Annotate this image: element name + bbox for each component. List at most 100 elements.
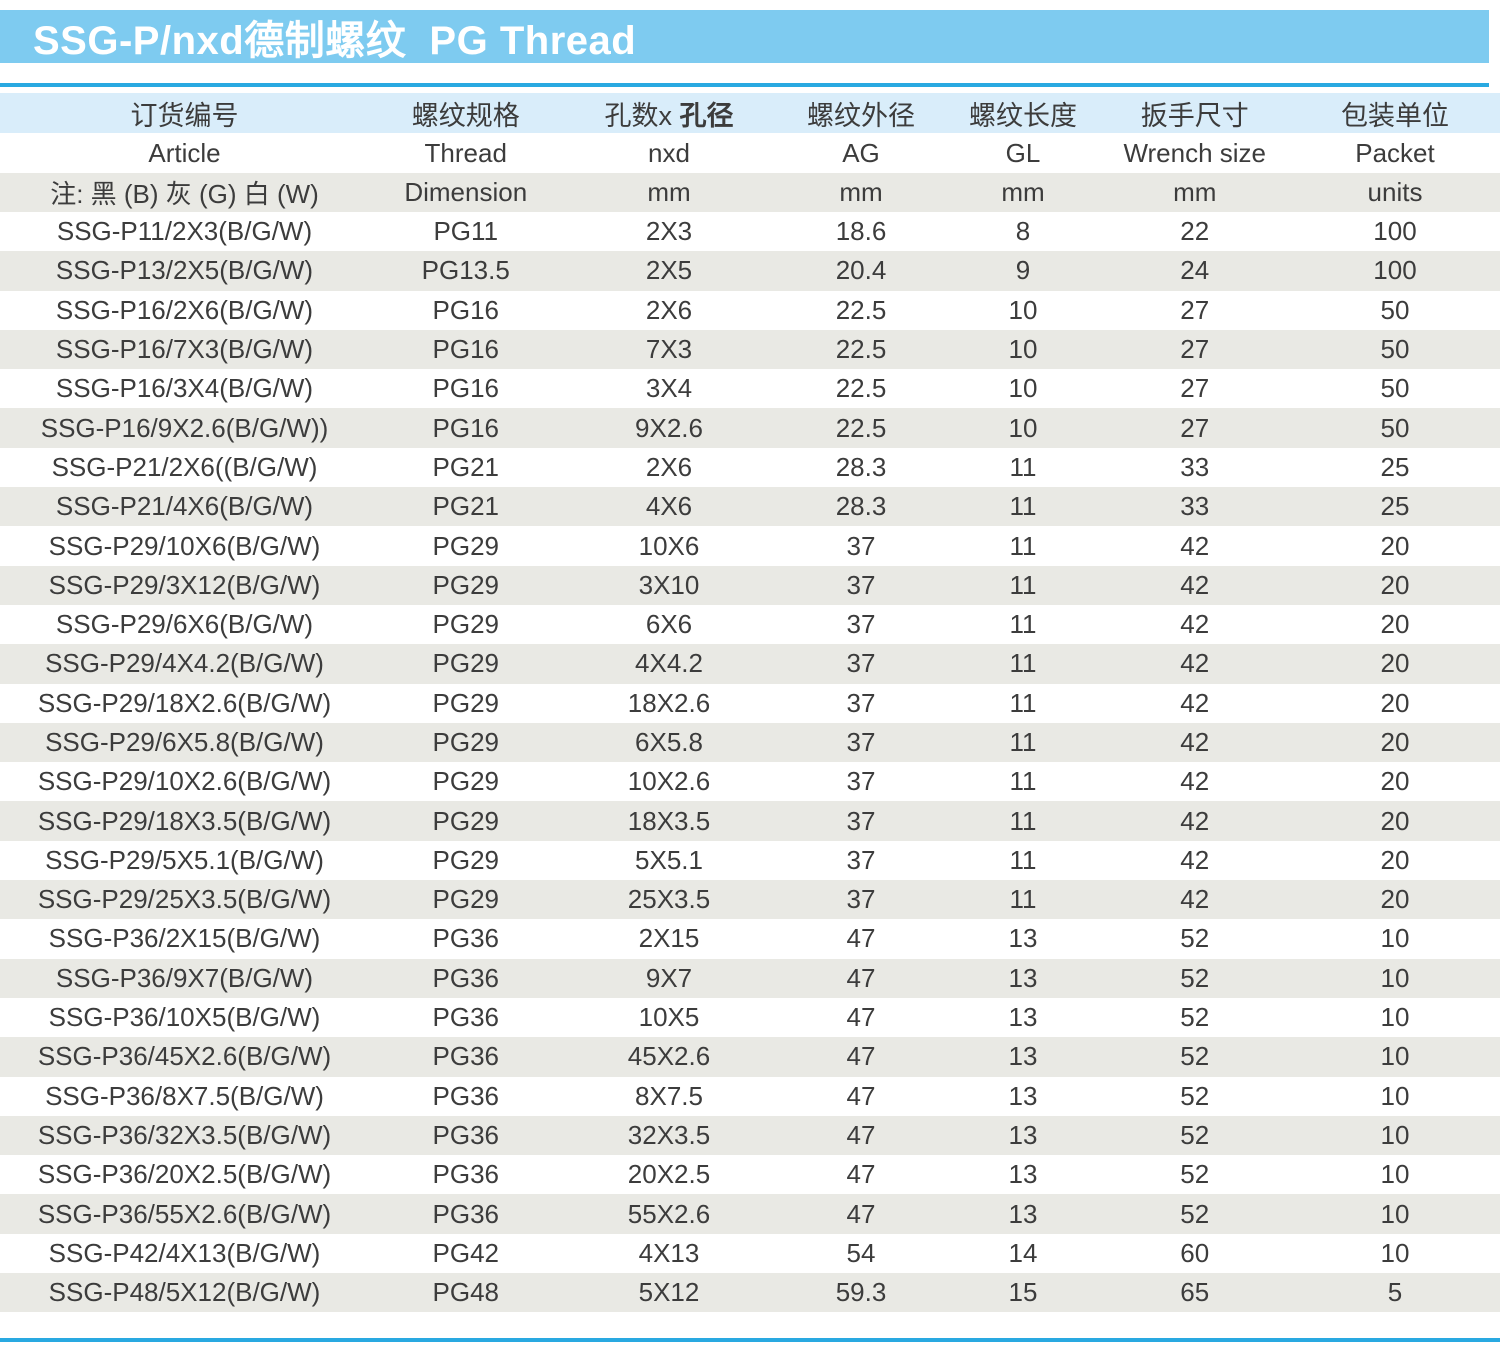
cell-article: SSG-P13/2X5(B/G/W) [55,255,314,286]
cell-thread: PG36 [432,1159,500,1190]
cell-thread: PG29 [432,569,500,600]
cell-article: SSG-P48/5X12(B/G/W) [48,1277,321,1308]
cell-wrench-size: 52 [1180,1159,1210,1190]
cell-ag: 47 [846,962,876,993]
cell-nxd: 2X6 [645,294,693,325]
cell-gl: 13 [1008,1002,1038,1033]
cell-article: SSG-P36/32X3.5(B/G/W) [37,1119,332,1150]
cell-nxd: 2X5 [645,255,693,286]
cell-thread: PG36 [432,1198,500,1229]
cell-ag: 28.3 [835,491,887,522]
cell-wrench-size: 42 [1180,609,1210,640]
header-wrench-size-unit: mm [1173,177,1217,207]
table-row: SSG-P36/45X2.6(B/G/W) PG36 45X2.6 47 13 52 10 [0,1037,1500,1077]
cell-packet: 20 [1380,727,1410,757]
cell-wrench-size: 42 [1180,844,1210,875]
cell-gl: 9 [1015,255,1031,286]
table-row: SSG-P29/6X6(B/G/W) PG29 6X6 37 11 42 20 [0,604,1500,645]
table-row: SSG-P36/8X7.5(B/G/W) PG36 8X7.5 47 13 52 10 [0,1076,1500,1116]
cell-ag: 37 [846,648,876,679]
header-ag-cn: 螺纹外径 [807,100,915,131]
cell-article: SSG-P36/45X2.6(B/G/W) [37,1041,332,1072]
cell-article: SSG-P29/18X3.5(B/G/W) [37,805,332,836]
cell-thread: PG29 [432,884,500,915]
cell-packet: 10 [1380,1119,1410,1150]
table-row: SSG-P29/10X2.6(B/G/W) PG29 10X2.6 37 11 42 20 [0,762,1500,802]
table-row: SSG-P29/18X3.5(B/G/W) PG29 18X3.5 37 11 42 20 [0,801,1500,841]
cell-nxd: 3X10 [638,569,700,600]
cell-wrench-size: 27 [1180,334,1210,365]
cell-wrench-size: 33 [1180,491,1210,522]
cell-ag: 18.6 [835,216,887,247]
cell-ag: 54 [846,1237,876,1268]
cell-ag: 37 [846,844,876,875]
cell-nxd: 5X5.1 [635,844,703,875]
header-nxd-en: nxd [648,137,690,168]
cell-article: SSG-P16/9X2.6(B/G/W)) [40,412,329,443]
cell-wrench-size: 42 [1180,727,1210,757]
cell-nxd: 10X5 [638,1002,700,1033]
cell-article: SSG-P36/2X15(B/G/W) [48,923,321,954]
cell-article: SSG-P16/7X3(B/G/W) [55,334,314,365]
cell-thread: PG21 [432,451,500,482]
table-row: SSG-P36/55X2.6(B/G/W) PG36 55X2.6 47 13 52 10 [0,1194,1500,1234]
cell-nxd: 2X3 [645,216,693,247]
cell-nxd: 2X15 [638,923,700,954]
cell-gl: 13 [1008,1080,1038,1111]
cell-thread: PG36 [432,923,500,954]
cell-packet: 5 [1387,1277,1403,1308]
cell-wrench-size: 52 [1180,1119,1210,1150]
pg-thread-spec-table: 订货编号 螺纹规格 孔数x 孔径 螺纹外径 螺纹长度 扳手尺寸 包装单位 Article Thr… [0,93,1500,1313]
cell-gl: 11 [1009,805,1037,836]
cell-thread: PG29 [432,648,500,679]
cell-ag: 22.5 [835,294,887,325]
cell-ag: 37 [846,805,876,836]
header-wrench-size-cn: 扳手尺寸 [1140,100,1249,131]
cell-gl: 10 [1008,334,1038,365]
cell-thread: PG29 [432,609,500,640]
cell-packet: 10 [1380,1198,1410,1229]
cell-nxd: 6X6 [645,609,693,640]
table-row: SSG-P29/25X3.5(B/G/W) PG29 25X3.5 37 11 42 20 [0,880,1500,920]
cell-packet: 10 [1380,1237,1410,1268]
header-wrench-size-en: Wrench size [1123,137,1267,168]
header-article-en: Article [148,137,221,168]
cell-wrench-size: 22 [1180,216,1210,247]
cell-gl: 11 [1009,844,1037,875]
cell-wrench-size: 27 [1180,412,1210,443]
header-packet-unit: units [1367,177,1423,207]
cell-packet: 100 [1373,255,1417,286]
table-row: SSG-P29/10X6(B/G/W) PG29 10X6 37 11 42 20 [0,526,1500,566]
cell-gl: 11 [1009,569,1037,600]
cell-gl: 10 [1008,294,1038,325]
cell-packet: 10 [1380,1080,1410,1111]
title-banner: SSG-P/nxd德制螺纹 PG Thread [0,10,1489,63]
cell-nxd: 2X6 [645,451,693,482]
header-packet-en: Packet [1355,137,1435,168]
table-row: SSG-P48/5X12(B/G/W) PG48 5X12 59.3 15 65 5 [0,1273,1500,1313]
cell-gl: 11 [1009,648,1037,679]
cell-article: SSG-P36/8X7.5(B/G/W) [45,1080,324,1111]
header-gl-cn: 螺纹长度 [969,100,1077,131]
cell-article: SSG-P11/2X3(B/G/W) [56,216,313,247]
cell-nxd: 4X6 [645,491,693,522]
cell-packet: 50 [1380,412,1410,443]
table-row: SSG-P16/9X2.6(B/G/W)) PG16 9X2.6 22.5 10 27 50 [0,408,1500,448]
cell-nxd: 4X4.2 [635,648,703,679]
cell-ag: 59.3 [835,1277,887,1308]
cell-nxd: 6X5.8 [635,727,703,757]
table-row: SSG-P42/4X13(B/G/W) PG42 4X13 54 14 60 10 [0,1233,1500,1274]
cell-thread: PG36 [432,1041,500,1072]
cell-thread: PG29 [432,530,500,561]
cell-packet: 20 [1380,609,1410,640]
spec-table-head: 订货编号 螺纹规格 孔数x 孔径 螺纹外径 螺纹长度 扳手尺寸 包装单位 Article Thr… [0,93,1500,212]
cell-packet: 25 [1380,451,1410,482]
table-row: SSG-P21/2X6((B/G/W) PG21 2X6 28.3 11 33 25 [0,447,1500,488]
table-row: SSG-P29/18X2.6(B/G/W) PG29 18X2.6 37 11 42 20 [0,683,1500,723]
cell-ag: 22.5 [835,412,887,443]
header-gl-unit: mm [1001,177,1045,207]
cell-wrench-size: 24 [1180,255,1210,286]
cell-article: SSG-P29/10X6(B/G/W) [48,530,321,561]
cell-packet: 20 [1380,648,1410,679]
cell-thread: PG36 [432,1080,500,1111]
